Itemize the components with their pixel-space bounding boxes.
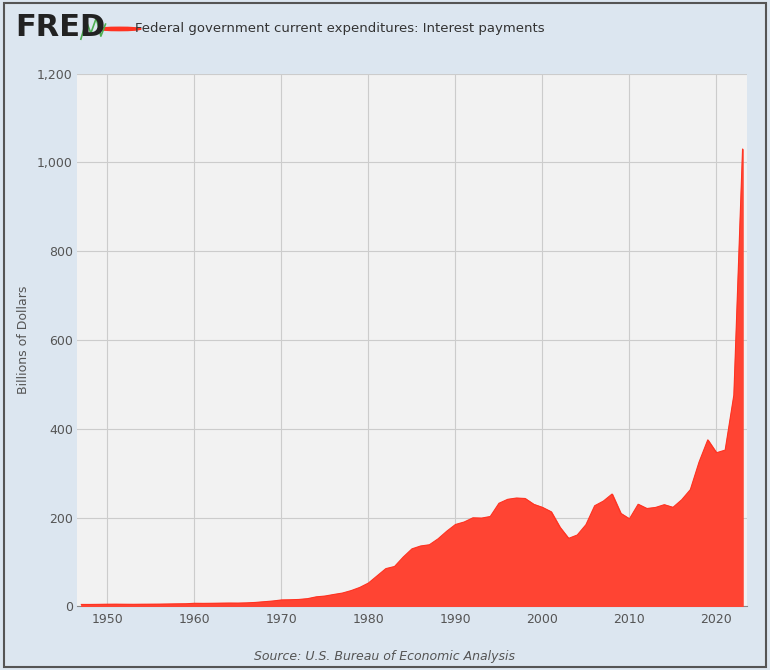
Circle shape: [98, 27, 141, 31]
Y-axis label: Billions of Dollars: Billions of Dollars: [17, 286, 30, 394]
Text: Source: U.S. Bureau of Economic Analysis: Source: U.S. Bureau of Economic Analysis: [255, 651, 515, 663]
Text: Federal government current expenditures: Interest payments: Federal government current expenditures:…: [135, 22, 544, 36]
Text: FRED: FRED: [15, 13, 105, 42]
